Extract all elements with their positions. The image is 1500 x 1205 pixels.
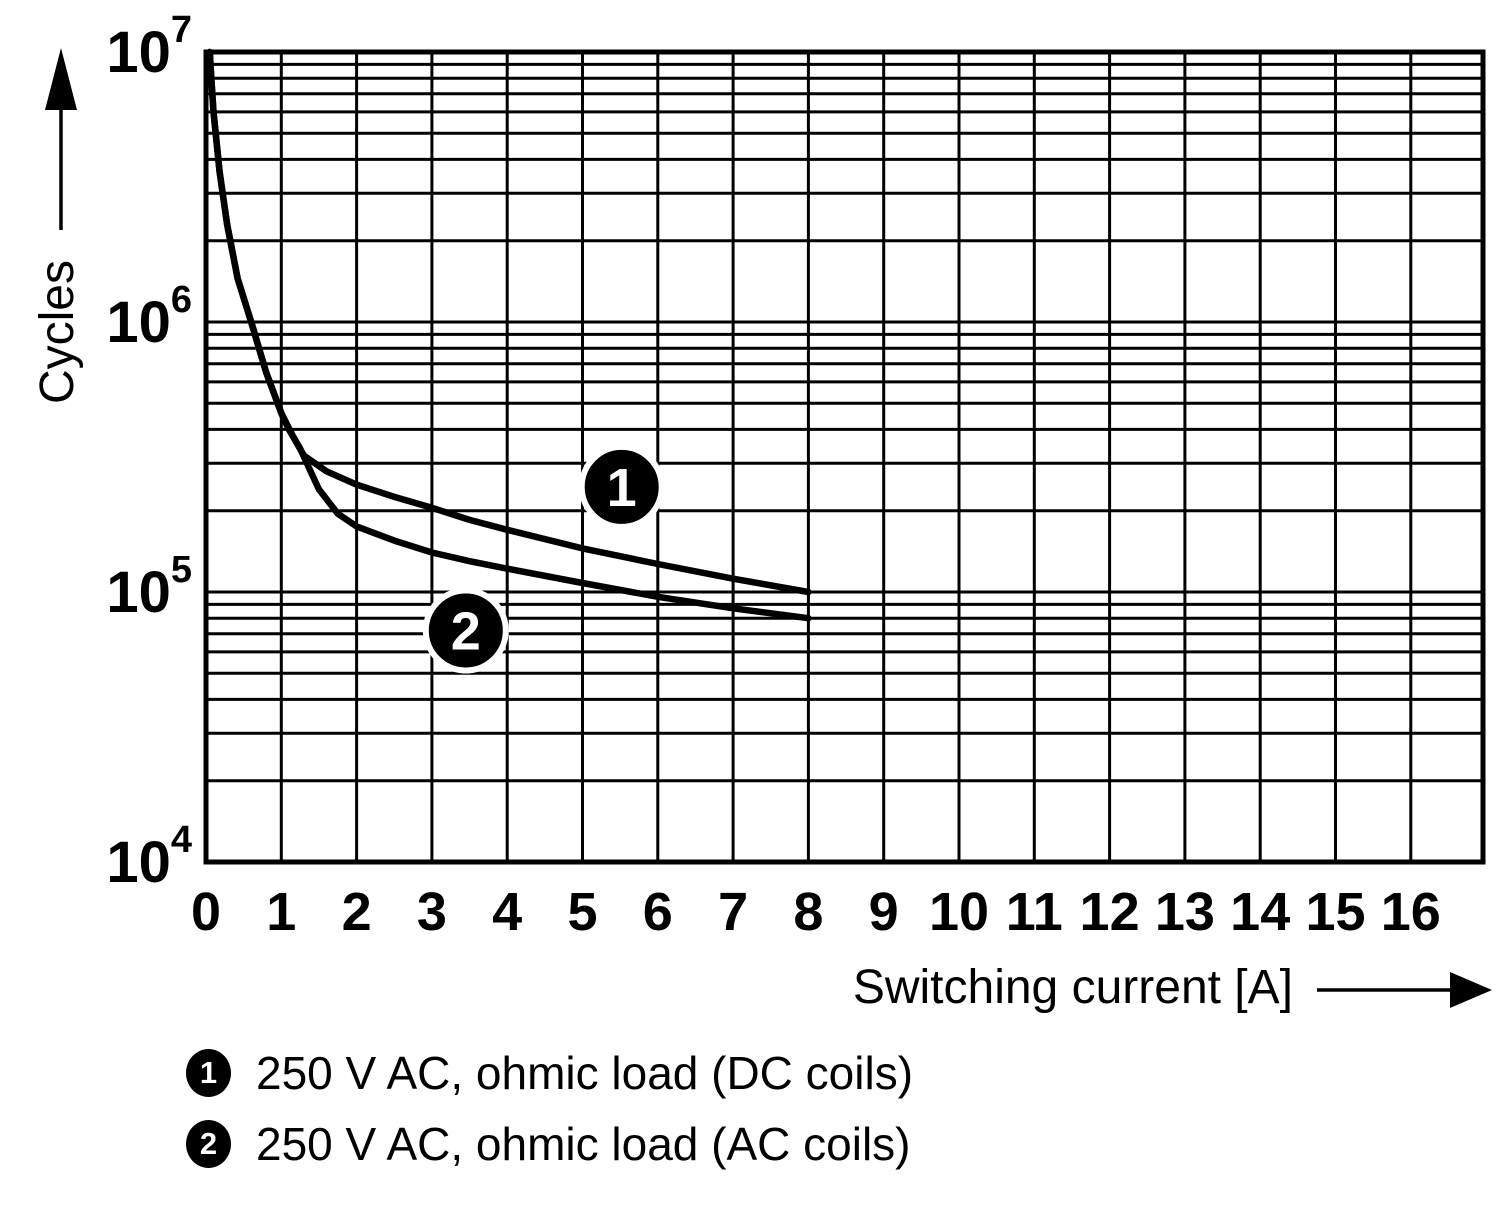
- y-axis-arrow-head: [45, 48, 77, 110]
- curve-1-badge: [578, 443, 665, 530]
- series-2-label: 250 V AC, ohmic load (AC coils): [256, 1118, 911, 1170]
- x-tick-label: 12: [1080, 882, 1140, 942]
- series-1-badge-number: 1: [199, 1055, 218, 1090]
- x-axis-arrow-head: [1450, 972, 1492, 1008]
- curve-2-badge: [422, 587, 509, 674]
- x-axis-title: Switching current [A]: [852, 961, 1293, 1014]
- x-tick-label: 0: [191, 882, 221, 942]
- legend-item-1: 1 250 V AC, ohmic load (DC coils): [186, 1049, 913, 1097]
- series-2-badge: 2: [186, 1120, 231, 1168]
- x-tick-label: 7: [718, 882, 748, 942]
- x-tick-label: 13: [1155, 882, 1215, 942]
- x-tick-label: 6: [643, 882, 673, 942]
- legend-item-2: 2 250 V AC, ohmic load (AC coils): [186, 1120, 913, 1168]
- y-axis-title: Cycles: [31, 259, 84, 405]
- curve-2-badge-number: 2: [451, 602, 481, 662]
- x-tick-label: 11: [1006, 882, 1063, 942]
- y-tick-label: 105: [106, 549, 192, 625]
- x-tick-label: 3: [417, 882, 447, 942]
- legend: 1 250 V AC, ohmic load (DC coils) 2 250 …: [186, 1049, 913, 1168]
- x-tick-label: 2: [342, 882, 372, 942]
- series-1-badge: 1: [186, 1049, 231, 1097]
- y-tick-label: 107: [106, 9, 192, 85]
- curve-1-badge-number: 1: [607, 458, 637, 518]
- x-tick-label: 8: [793, 882, 823, 942]
- x-tick-label: 5: [567, 882, 597, 942]
- x-tick-label: 4: [492, 882, 522, 942]
- x-tick-label: 10: [929, 882, 989, 942]
- x-tick-label: 1: [266, 882, 296, 942]
- x-tick-label: 14: [1230, 882, 1290, 942]
- y-tick-label: 106: [106, 279, 192, 355]
- x-tick-label: 15: [1305, 882, 1365, 942]
- x-tick-label: 9: [869, 882, 899, 942]
- y-tick-label: 104: [106, 819, 192, 895]
- plot-border: [203, 49, 1486, 865]
- x-tick-label: 16: [1381, 882, 1441, 942]
- series-2-badge-number: 2: [199, 1126, 218, 1161]
- curve-2: [206, 48, 812, 622]
- series-1-label: 250 V AC, ohmic load (DC coils): [256, 1047, 914, 1099]
